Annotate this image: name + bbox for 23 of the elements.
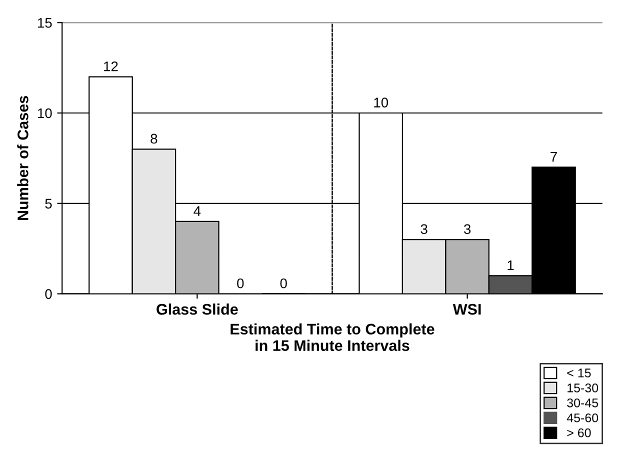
data-label: 10 — [374, 98, 388, 108]
data-label: 8 — [150, 134, 158, 144]
data-label: 4 — [194, 206, 201, 216]
data-label: 7 — [550, 152, 557, 162]
legend-label: 15-30 — [568, 384, 598, 392]
y-tick-label: 5 — [45, 198, 52, 209]
legend-label: > 60 — [567, 428, 591, 438]
x-axis-title: Estimated Time to Complete in 15 Minute Intervals — [230, 323, 434, 351]
data-label: 12 — [104, 61, 118, 72]
legend-label: < 15 — [567, 368, 591, 378]
y-tick-label: 15 — [38, 18, 52, 28]
legend-label: 30-45 — [567, 398, 598, 408]
y-tick-label: 10 — [38, 108, 52, 118]
data-label: 0 — [237, 278, 244, 288]
data-label: 3 — [420, 224, 428, 234]
data-label: 3 — [464, 224, 471, 234]
y-axis-title: Number of Cases — [17, 96, 28, 220]
y-tick-label: 0 — [45, 289, 52, 299]
data-label: 1 — [508, 260, 514, 270]
x-tick-label: Glass Slide — [156, 304, 238, 315]
data-label: 0 — [280, 278, 287, 288]
x-tick-label: WSI — [452, 304, 481, 315]
legend-label: 45-60 — [566, 413, 598, 422]
